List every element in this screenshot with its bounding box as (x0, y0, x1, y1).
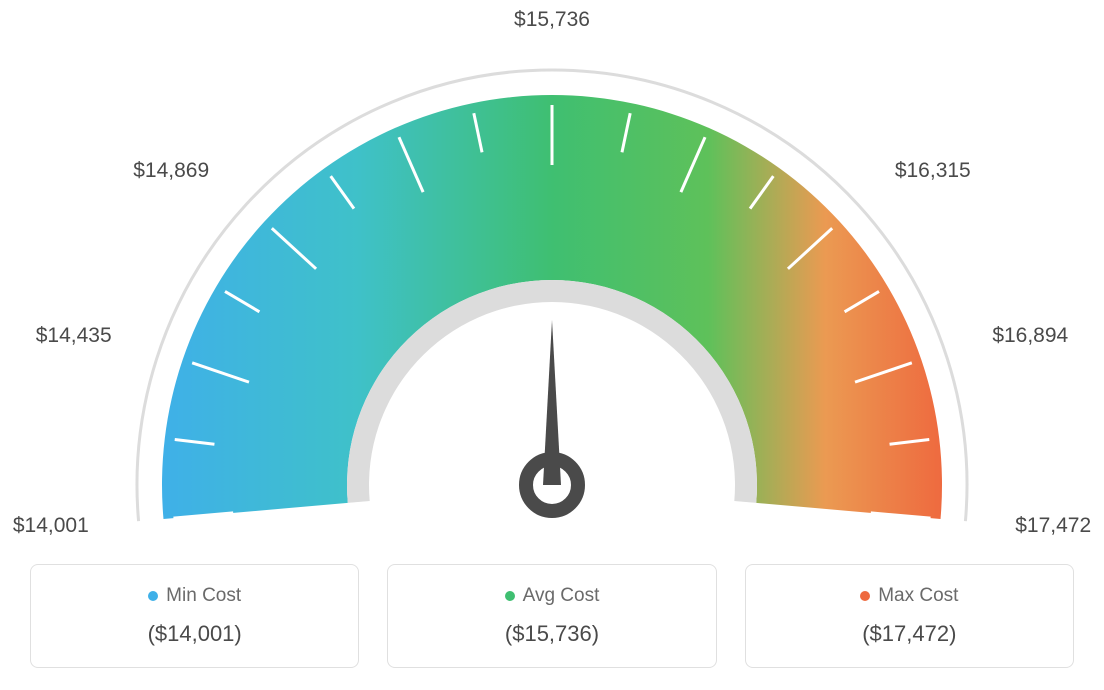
gauge-tick-label: $14,869 (133, 159, 209, 183)
summary-cards: Min Cost ($14,001) Avg Cost ($15,736) Ma… (30, 564, 1074, 668)
avg-cost-label-text: Avg Cost (523, 585, 600, 607)
gauge-tick-label: $14,001 (13, 514, 89, 538)
gauge-tick-label: $15,736 (514, 8, 590, 32)
min-cost-card: Min Cost ($14,001) (30, 564, 359, 668)
gauge-tick-label: $17,472 (1015, 514, 1091, 538)
max-cost-dot-icon (860, 591, 870, 601)
min-cost-dot-icon (148, 591, 158, 601)
min-cost-label-text: Min Cost (166, 585, 241, 607)
avg-cost-label: Avg Cost (505, 585, 600, 607)
min-cost-value: ($14,001) (41, 621, 348, 647)
max-cost-label: Max Cost (860, 585, 958, 607)
avg-cost-card: Avg Cost ($15,736) (387, 564, 716, 668)
max-cost-label-text: Max Cost (878, 585, 958, 607)
max-cost-value: ($17,472) (756, 621, 1063, 647)
avg-cost-dot-icon (505, 591, 515, 601)
gauge-tick-label: $14,435 (36, 324, 112, 348)
min-cost-label: Min Cost (148, 585, 241, 607)
gauge-tick-label: $16,894 (992, 324, 1068, 348)
max-cost-card: Max Cost ($17,472) (745, 564, 1074, 668)
gauge-tick-label: $16,315 (895, 159, 971, 183)
gauge-chart: $14,001 $14,435 $14,869 $15,736 $16,315 $16,8… (0, 10, 1104, 570)
avg-cost-value: ($15,736) (398, 621, 705, 647)
